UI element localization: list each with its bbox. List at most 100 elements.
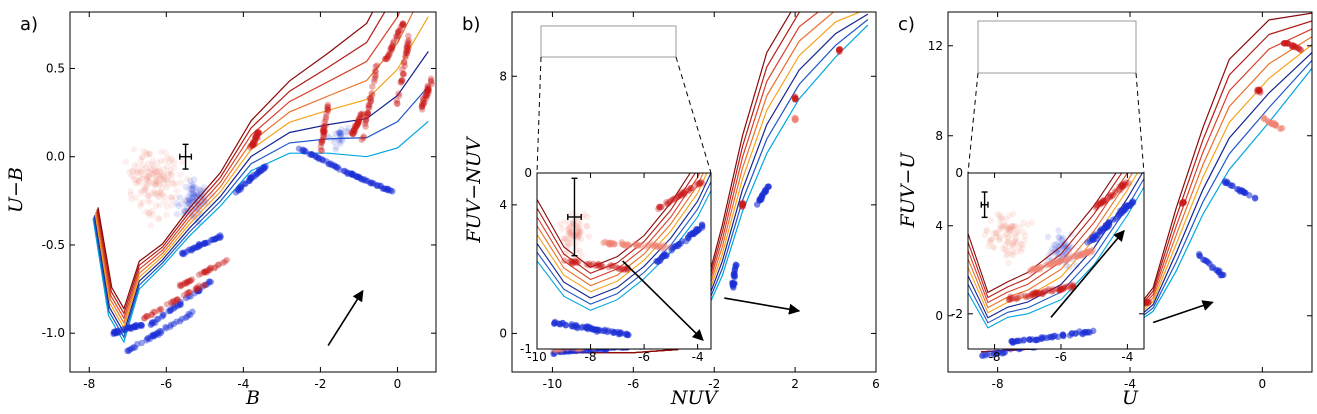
data-point	[1007, 223, 1015, 231]
data-point	[248, 141, 256, 148]
data-point	[403, 47, 410, 55]
data-point	[321, 126, 328, 134]
data-point	[183, 280, 190, 287]
data-point	[177, 301, 184, 309]
data-point	[249, 142, 256, 149]
data-point	[133, 169, 141, 176]
data-point	[337, 130, 344, 138]
data-point	[157, 329, 165, 337]
data-point	[997, 216, 1004, 224]
data-point	[217, 233, 224, 240]
data-point	[1009, 241, 1017, 248]
data-point	[1056, 286, 1063, 294]
data-point	[112, 328, 119, 335]
data-point	[1229, 182, 1236, 189]
data-point	[325, 160, 332, 168]
data-point	[1100, 197, 1107, 205]
data-point	[382, 55, 389, 63]
data-point	[996, 226, 1004, 233]
data-point	[699, 180, 706, 187]
data-point	[260, 164, 268, 171]
data-point	[337, 130, 344, 137]
data-point	[404, 38, 411, 45]
data-point	[690, 229, 697, 237]
data-point	[215, 234, 223, 241]
data-point	[324, 106, 331, 113]
data-point	[322, 121, 329, 129]
data-point	[577, 236, 585, 243]
data-point	[179, 250, 186, 258]
data-point	[1112, 215, 1119, 223]
data-point	[427, 75, 435, 82]
data-point	[299, 146, 306, 154]
data-point	[397, 79, 404, 86]
data-point	[154, 315, 162, 323]
data-point	[320, 126, 327, 133]
data-point	[583, 260, 590, 268]
data-point	[357, 111, 365, 118]
data-point	[1072, 330, 1079, 337]
data-point	[1107, 193, 1114, 200]
data-point	[1054, 259, 1062, 267]
panel-b-xlabel: NUV	[670, 387, 720, 409]
data-point	[116, 328, 124, 336]
data-point	[1058, 257, 1065, 264]
data-point	[1106, 194, 1114, 201]
data-point	[402, 52, 409, 60]
data-point	[393, 100, 401, 107]
data-point	[114, 327, 121, 335]
data-point	[1058, 286, 1066, 293]
data-point	[632, 241, 640, 249]
data-point	[677, 192, 684, 199]
data-point	[153, 179, 160, 186]
data-point	[425, 86, 432, 93]
data-point	[1062, 256, 1069, 264]
data-point	[219, 259, 227, 267]
data-point	[330, 138, 338, 146]
data-point	[253, 130, 261, 137]
data-point	[1002, 222, 1009, 230]
data-point	[144, 179, 152, 186]
data-point	[212, 235, 219, 243]
data-point	[195, 271, 203, 278]
data-point	[615, 265, 622, 272]
data-point	[209, 236, 217, 243]
data-point	[318, 138, 326, 145]
data-point	[149, 170, 157, 178]
data-point	[366, 101, 373, 109]
data-point	[1097, 200, 1105, 207]
data-point	[122, 158, 129, 165]
reddening-arrow	[724, 297, 801, 315]
data-point	[1105, 222, 1112, 230]
y-tick-label: -0.5	[42, 238, 65, 252]
data-point	[180, 249, 188, 256]
data-point	[999, 245, 1007, 252]
data-point	[364, 177, 371, 185]
data-point	[1023, 294, 1030, 301]
data-point	[1024, 293, 1032, 300]
data-point	[1032, 265, 1039, 273]
panel-b-label: b)	[462, 14, 480, 35]
data-point	[130, 173, 137, 180]
data-point	[344, 169, 351, 177]
data-point	[141, 181, 148, 188]
data-point	[353, 123, 360, 130]
data-point	[254, 132, 261, 139]
data-point	[613, 264, 620, 271]
data-point	[611, 240, 618, 248]
data-point	[111, 330, 118, 337]
data-point	[1063, 256, 1070, 263]
x-tick-label: -2	[708, 377, 720, 391]
data-point	[138, 322, 145, 329]
data-point	[578, 324, 585, 331]
data-point	[400, 70, 408, 78]
data-point	[173, 296, 181, 304]
data-point	[154, 159, 162, 166]
data-point	[186, 196, 194, 203]
data-point	[137, 174, 144, 181]
x-tick-label: -8	[83, 377, 95, 391]
data-point	[337, 132, 344, 139]
data-point	[147, 321, 154, 329]
data-point	[732, 261, 739, 268]
